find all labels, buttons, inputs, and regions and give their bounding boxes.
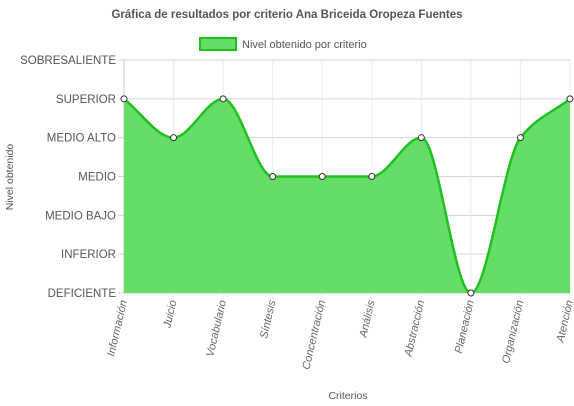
x-tick-label: Organización (500, 299, 526, 365)
legend[interactable]: Nivel obtenido por criterio (199, 37, 367, 51)
data-point[interactable] (417, 134, 425, 142)
y-tick-label: MEDIO ALTO (47, 133, 116, 145)
y-tick-label: SOBRESALIENTE (20, 55, 116, 67)
x-tick-label: Planeación (453, 299, 477, 355)
y-tick-label: MEDIO BAJO (45, 210, 116, 222)
series-area (124, 98, 570, 293)
y-tick-label: INFERIOR (61, 249, 116, 261)
x-axis-label: Criterios (328, 390, 367, 402)
x-tick-label: Juicio (161, 299, 179, 330)
data-point[interactable] (566, 95, 574, 103)
legend-swatch (199, 37, 237, 51)
data-point[interactable] (516, 134, 524, 142)
chart-title: Gráfica de resultados por criterio Ana B… (111, 9, 462, 21)
x-axis-ticks: Información Juicio Vocabulario Síntesis Conc… (105, 298, 574, 370)
data-point[interactable] (368, 173, 376, 180)
y-axis-label: Nivel obtenido (4, 144, 16, 211)
data-point[interactable] (318, 173, 326, 180)
y-tick-label: MEDIO (78, 172, 116, 184)
y-axis-ticks: DEFICIENTE INFERIOR MEDIO BAJO MEDIO MEDIO A… (20, 55, 116, 300)
legend-label: Nivel obtenido por criterio (242, 39, 367, 51)
data-point[interactable] (120, 95, 128, 103)
series-points (120, 95, 574, 297)
data-point[interactable] (269, 173, 277, 180)
data-point[interactable] (219, 95, 227, 103)
x-tick-label: Vocabulario (204, 299, 229, 358)
y-tick-label: SUPERIOR (56, 94, 116, 106)
x-tick-label: Atención (554, 299, 574, 344)
x-tick-label: Síntesis (258, 299, 279, 340)
x-tick-label: Abstracción (402, 299, 427, 359)
x-tick-label: Análisis (357, 298, 378, 339)
data-point[interactable] (170, 134, 178, 142)
y-tick-label: DEFICIENTE (48, 288, 117, 300)
x-tick-label: Concentración (300, 299, 328, 371)
x-tick-label: Información (105, 299, 130, 358)
data-point[interactable] (467, 289, 475, 297)
